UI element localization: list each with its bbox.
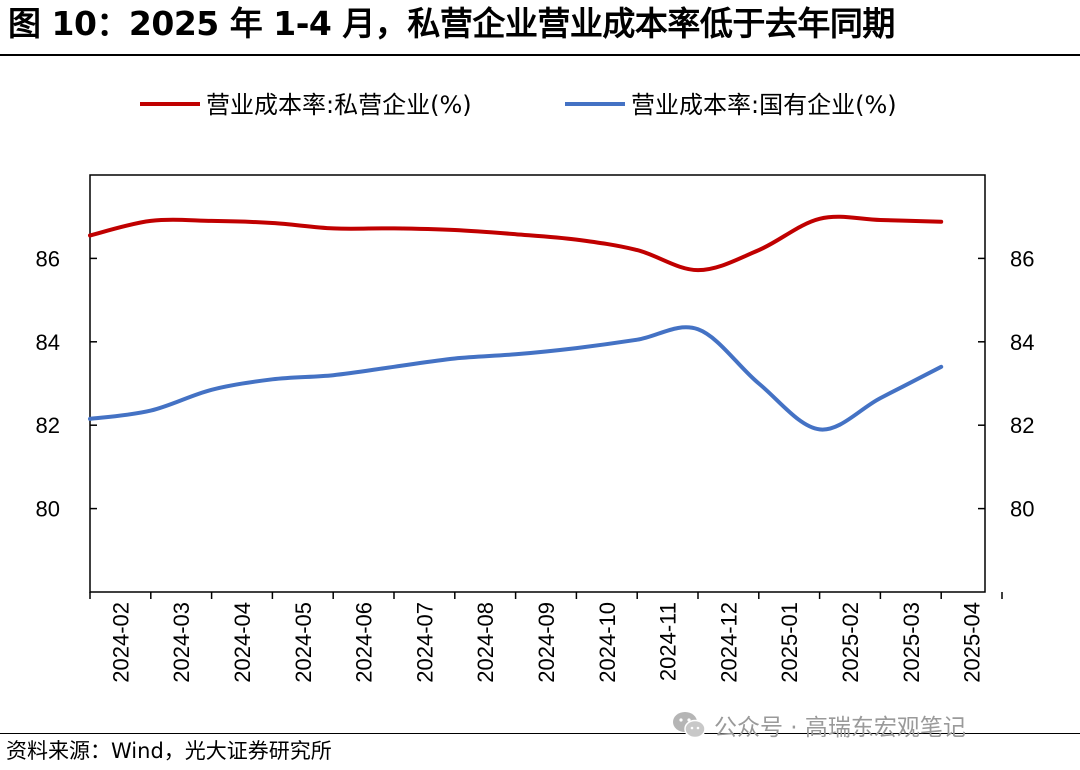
y-tick-label-right: 82 <box>1010 413 1034 438</box>
x-tick-label: 2024-03 <box>169 602 194 683</box>
source-note: 资料来源：Wind，光大证券研究所 <box>6 739 332 763</box>
series-line-private <box>88 214 944 273</box>
x-tick-label: 2024-05 <box>291 602 316 683</box>
x-tick-label: 2025-01 <box>777 602 802 683</box>
series-line-state-owned <box>88 325 944 432</box>
x-tick-label: 2025-02 <box>838 602 863 683</box>
y-tick-label-right: 86 <box>1010 246 1034 271</box>
watermark: 公众号 · 高瑞东宏观笔记 <box>672 708 966 742</box>
y-tick-label-left: 86 <box>36 246 60 271</box>
x-axis: 2024-02 2024-03 2024-04 2024-05 2024-06 2024-… <box>89 592 1003 683</box>
x-tick-label: 2024-09 <box>534 602 559 683</box>
x-tick-label: 2025-04 <box>960 602 985 683</box>
x-tick-label: 2025-03 <box>899 602 924 683</box>
y-tick-label-right: 80 <box>1010 497 1034 522</box>
watermark-text: 公众号 · 高瑞东宏观笔记 <box>714 715 966 741</box>
chart-title: 图 10：2025 年 1-4 月，私营企业营业成本率低于去年同期 <box>8 4 895 43</box>
y-tick-label-left: 82 <box>36 413 60 438</box>
x-tick-label: 2024-08 <box>473 602 498 683</box>
source-divider <box>0 733 1080 734</box>
series-layer <box>88 214 944 432</box>
x-tick-label: 2024-02 <box>108 602 133 683</box>
y-tick-label-left: 84 <box>36 330 60 355</box>
y-tick-label-right: 84 <box>1010 330 1034 355</box>
line-chart: 营业成本率:私营企业(%) 营业成本率:国有企业(%) 80 82 84 86 80 82… <box>36 91 1035 683</box>
y-tick-label-left: 80 <box>36 497 60 522</box>
x-tick-label: 2024-10 <box>595 602 620 683</box>
x-tick-label: 2024-07 <box>412 602 437 683</box>
x-tick-label: 2024-12 <box>716 602 741 683</box>
x-tick-label: 2024-06 <box>352 602 377 683</box>
x-tick-label: 2024-04 <box>230 602 255 683</box>
legend-label: 营业成本率:私营企业(%) <box>206 91 472 119</box>
plot-frame <box>89 174 986 593</box>
y-axis-right: 80 82 84 86 <box>978 246 1034 522</box>
title-divider <box>0 54 1080 56</box>
x-tick-label: 2024-11 <box>656 602 681 681</box>
wechat-icon <box>673 712 706 739</box>
legend: 营业成本率:私营企业(%) 营业成本率:国有企业(%) <box>140 91 897 119</box>
y-axis-left: 80 82 84 86 <box>36 246 97 522</box>
legend-label: 营业成本率:国有企业(%) <box>631 91 897 119</box>
